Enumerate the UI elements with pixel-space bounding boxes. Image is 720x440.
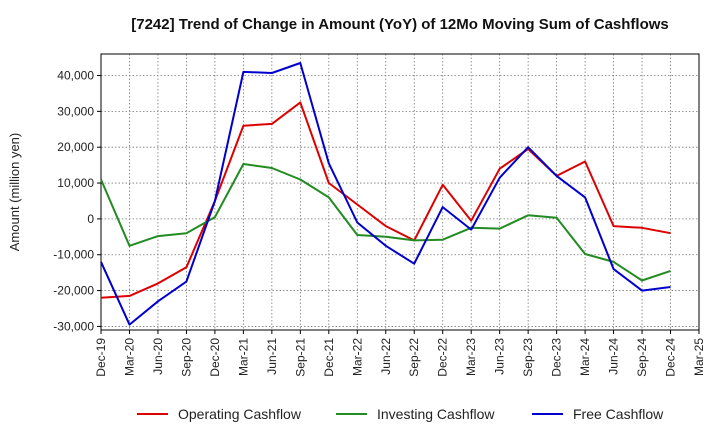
x-tick-label: Dec-22 bbox=[436, 338, 450, 377]
x-tick-label: Mar-22 bbox=[350, 338, 364, 376]
x-tick-label: Jun-24 bbox=[607, 338, 621, 375]
legend-label: Free Cashflow bbox=[573, 406, 664, 422]
x-tick-label: Sep-22 bbox=[407, 338, 421, 377]
x-tick-label: Jun-22 bbox=[379, 338, 393, 375]
x-tick-label: Jun-20 bbox=[151, 338, 165, 375]
x-tick-label: Mar-23 bbox=[464, 338, 478, 376]
free-cashflow-line bbox=[100, 62, 671, 326]
x-tick-label: Sep-23 bbox=[521, 338, 535, 377]
x-tick-label: Dec-20 bbox=[208, 338, 222, 377]
x-tick-label: Dec-24 bbox=[664, 338, 678, 377]
x-tick-label: Mar-21 bbox=[236, 338, 250, 376]
x-axis: Dec-19 Mar-20 Jun-20 Sep-20 Dec-20 Mar-21 Jun-… bbox=[94, 330, 706, 377]
grid bbox=[100, 54, 700, 330]
x-tick-label: Dec-21 bbox=[322, 338, 336, 377]
plot-area bbox=[100, 53, 700, 331]
y-tick-label: 30,000 bbox=[57, 104, 94, 118]
investing-cashflow-line bbox=[100, 163, 671, 282]
x-tick-label: Sep-24 bbox=[635, 338, 649, 377]
x-tick-label: Dec-19 bbox=[94, 338, 108, 377]
operating-cashflow-line bbox=[100, 101, 671, 299]
y-tick-label: -20,000 bbox=[53, 284, 94, 298]
legend-label: Operating Cashflow bbox=[178, 406, 302, 422]
y-tick-label: 10,000 bbox=[57, 176, 94, 190]
y-tick-label: 0 bbox=[87, 212, 94, 226]
legend-item-operating-cashflow: Operating Cashflow bbox=[137, 406, 302, 422]
y-tick-label: 40,000 bbox=[57, 69, 94, 83]
y-tick-label: -10,000 bbox=[53, 248, 94, 262]
x-tick-label: Sep-21 bbox=[293, 338, 307, 377]
x-tick-label: Sep-20 bbox=[179, 338, 193, 377]
y-tick-label: -30,000 bbox=[53, 319, 94, 333]
y-axis: -30,000 -20,000 -10,000 0 10,000 20,000 30,000… bbox=[53, 69, 101, 333]
chart-title: [7242] Trend of Change in Amount (YoY) o… bbox=[131, 16, 669, 33]
legend-item-free-cashflow: Free Cashflow bbox=[532, 406, 664, 422]
legend: Operating Cashflow Investing Cashflow Free… bbox=[137, 406, 664, 422]
y-tick-label: 20,000 bbox=[57, 140, 94, 154]
x-tick-label: Dec-23 bbox=[550, 338, 564, 377]
x-tick-label: Jun-21 bbox=[265, 338, 279, 375]
series-lines bbox=[100, 62, 671, 326]
y-axis-label: Amount (million yen) bbox=[7, 133, 22, 252]
legend-label: Investing Cashflow bbox=[377, 406, 495, 422]
x-tick-label: Mar-25 bbox=[692, 338, 706, 376]
x-tick-label: Mar-24 bbox=[578, 338, 592, 376]
legend-item-investing-cashflow: Investing Cashflow bbox=[336, 406, 495, 422]
x-tick-label: Mar-20 bbox=[122, 338, 136, 376]
x-tick-label: Jun-23 bbox=[493, 338, 507, 375]
